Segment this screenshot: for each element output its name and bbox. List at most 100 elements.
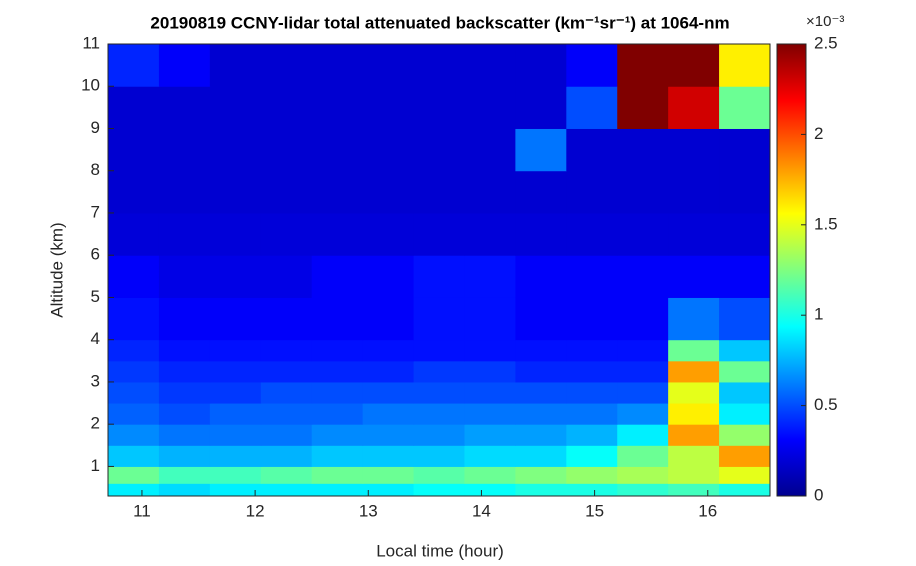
heatmap-cell xyxy=(566,255,618,298)
heatmap-cell xyxy=(158,360,211,383)
heatmap-cell xyxy=(464,445,516,467)
heatmap-cell xyxy=(719,128,771,172)
heatmap-cell xyxy=(515,360,567,383)
heatmap-cell xyxy=(158,339,211,362)
heatmap-cell xyxy=(515,403,567,425)
heatmap-cell xyxy=(515,297,567,341)
heatmap-cell xyxy=(617,212,669,256)
heatmap-cell xyxy=(158,297,211,341)
heatmap-cell xyxy=(311,381,364,404)
heatmap-cell xyxy=(158,212,211,256)
heatmap-cell xyxy=(413,381,465,404)
colorbar-tick-label: 0.5 xyxy=(814,395,838,414)
heatmap-cell xyxy=(209,212,262,256)
heatmap-cell xyxy=(617,403,669,425)
heatmap-cell xyxy=(617,170,669,214)
heatmap-cell xyxy=(719,466,771,484)
heatmap-cell xyxy=(515,128,567,172)
heatmap-cell xyxy=(362,403,415,425)
x-tick-label: 11 xyxy=(133,501,151,520)
heatmap-cell xyxy=(108,483,160,497)
heatmap-cell xyxy=(311,483,364,497)
heatmap-cell xyxy=(260,86,313,129)
heatmap-cell xyxy=(209,128,262,172)
x-tick-label: 14 xyxy=(472,501,491,520)
heatmap-cell xyxy=(566,381,618,404)
heatmap-cell xyxy=(719,44,771,87)
heatmap-cell xyxy=(108,297,160,341)
heatmap-cell xyxy=(668,445,720,467)
y-tick-label: 1 xyxy=(91,456,100,475)
heatmap-cell xyxy=(464,128,516,172)
heatmap-cell xyxy=(362,445,415,467)
heatmap-cell xyxy=(209,360,262,383)
heatmap-cell xyxy=(108,255,160,298)
y-tick-label: 11 xyxy=(82,33,100,52)
heatmap-cell xyxy=(209,297,262,341)
heatmap-cell xyxy=(311,297,364,341)
heatmap-cell xyxy=(515,212,567,256)
heatmap-cell xyxy=(668,483,720,497)
heatmap-cell xyxy=(719,339,771,362)
heatmap-cell xyxy=(260,445,313,467)
heatmap-cell xyxy=(515,170,567,214)
y-tick-label: 6 xyxy=(91,245,100,264)
heatmap-cell xyxy=(362,483,415,497)
heatmap-cell xyxy=(413,86,465,129)
heatmap-cell xyxy=(566,424,618,446)
y-tick-label: 7 xyxy=(91,202,100,221)
heatmap-cell xyxy=(158,170,211,214)
y-axis-label: Altitude (km) xyxy=(47,222,66,317)
heatmap-cell xyxy=(108,86,160,129)
heatmap-cell xyxy=(413,339,465,362)
heatmap-cell xyxy=(719,403,771,425)
y-tick-label: 8 xyxy=(91,160,100,179)
heatmap-cell xyxy=(311,339,364,362)
heatmap-cell xyxy=(209,466,262,484)
y-tick-label: 3 xyxy=(91,371,100,390)
heatmap-cell xyxy=(108,339,160,362)
heatmap-cell xyxy=(566,212,618,256)
heatmap-cell xyxy=(362,128,415,172)
heatmap-cell xyxy=(515,381,567,404)
heatmap-cell xyxy=(668,403,720,425)
heatmap-cell xyxy=(719,255,771,298)
heatmap-cell xyxy=(617,424,669,446)
heatmap-cell xyxy=(362,339,415,362)
heatmap-cell xyxy=(668,466,720,484)
heatmap-cell xyxy=(617,466,669,484)
heatmap-cell xyxy=(464,297,516,341)
heatmap-cell xyxy=(108,212,160,256)
heatmap-cell xyxy=(260,128,313,172)
heatmap-cell xyxy=(311,44,364,87)
heatmap-cell xyxy=(108,381,160,404)
heatmap-cell xyxy=(464,403,516,425)
heatmap-cell xyxy=(158,466,211,484)
heatmap-cell xyxy=(668,297,720,341)
heatmap-cell xyxy=(209,381,262,404)
heatmap-cell xyxy=(108,466,160,484)
heatmap-cell xyxy=(158,44,211,87)
heatmap-cell xyxy=(413,360,465,383)
heatmap-cell xyxy=(566,86,618,129)
heatmap-cell xyxy=(719,86,771,129)
heatmap-cell xyxy=(413,466,465,484)
heatmap-cell xyxy=(311,255,364,298)
heatmap-cell xyxy=(719,212,771,256)
heatmap-cell xyxy=(209,255,262,298)
heatmap-cell xyxy=(311,128,364,172)
heatmap-cell xyxy=(209,483,262,497)
plot-frame xyxy=(107,43,771,497)
heatmap-cell xyxy=(108,403,160,425)
heatmap-cell xyxy=(413,424,465,446)
x-tick-label: 16 xyxy=(698,501,717,520)
colorbar-tick-label: 2.5 xyxy=(814,33,838,52)
heatmap-cell xyxy=(668,128,720,172)
colorbar-tick-label: 2 xyxy=(814,124,823,143)
heatmap-cell xyxy=(668,255,720,298)
heatmap-cell xyxy=(566,170,618,214)
heatmap-cell xyxy=(209,424,262,446)
x-tick-label: 15 xyxy=(585,501,604,520)
heatmap-cell xyxy=(719,297,771,341)
heatmap-cell xyxy=(515,424,567,446)
